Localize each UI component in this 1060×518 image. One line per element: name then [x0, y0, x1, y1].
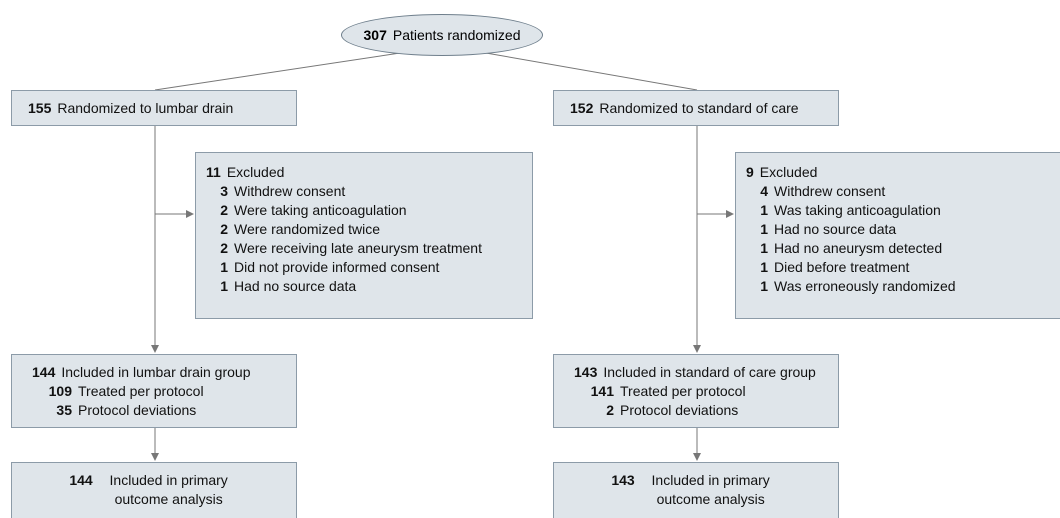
label: Treated per protocol — [620, 383, 746, 399]
row: 141 Treated per protocol — [564, 382, 838, 401]
row: 109 Treated per protocol — [22, 382, 296, 401]
count: 109 — [48, 383, 72, 399]
row: 11 Excluded — [206, 163, 532, 182]
count: 2 — [606, 402, 614, 418]
label: Were receiving late aneurysm treatment — [234, 240, 482, 256]
row: 35 Protocol deviations — [22, 401, 296, 420]
label: Excluded — [759, 164, 818, 180]
count: 1 — [760, 278, 768, 294]
label: Had no aneurysm detected — [774, 240, 943, 256]
label: Was taking anticoagulation — [774, 202, 941, 218]
row: 2 Protocol deviations — [564, 401, 838, 420]
label: Withdrew consent — [234, 183, 346, 199]
row: 155 Randomized to lumbar drain — [28, 99, 296, 118]
label: Randomized to standard of care — [599, 100, 799, 116]
allocation-box: 155 Randomized to lumbar drain — [11, 90, 297, 126]
label: Did not provide informed consent — [234, 259, 440, 275]
row: 143 Included in standard of care group — [574, 363, 838, 382]
connector — [154, 52, 401, 91]
count: 144 — [32, 364, 56, 380]
row: 1 Did not provide informed consent — [216, 258, 532, 277]
label: Included in standard of care group — [603, 364, 816, 380]
label: Patients randomized — [392, 27, 521, 43]
count: 2 — [220, 202, 228, 218]
count: 2 — [220, 221, 228, 237]
row: 1 Had no aneurysm detected — [756, 239, 1060, 258]
label: Protocol deviations — [620, 402, 739, 418]
label: Had no source data — [234, 278, 357, 294]
label: Were taking anticoagulation — [234, 202, 407, 218]
label: Randomized to lumbar drain — [57, 100, 234, 116]
analysis-box: 143 Included in primary outcome analysis — [553, 462, 839, 518]
randomized-node: 307 Patients randomized — [341, 14, 543, 56]
label: Included in lumbar drain group — [61, 364, 251, 380]
count: 1 — [760, 202, 768, 218]
row: 1 Was erroneously randomized — [756, 277, 1060, 296]
row: 4 Withdrew consent — [756, 182, 1060, 201]
included-box: 143 Included in standard of care group 141… — [553, 354, 839, 428]
count: 3 — [220, 183, 228, 199]
row: 152 Randomized to standard of care — [570, 99, 838, 118]
label: Was erroneously randomized — [774, 278, 956, 294]
row: 3 Withdrew consent — [216, 182, 532, 201]
count: 9 — [746, 164, 754, 180]
count: 307 — [363, 27, 387, 43]
row: 9 Excluded — [746, 163, 1060, 182]
row: 1 Had no source data — [756, 220, 1060, 239]
count: 35 — [56, 402, 72, 418]
label: Were randomized twice — [234, 221, 381, 237]
count: 152 — [570, 100, 594, 116]
excluded-box: 9 Excluded 4 Withdrew consent 1 Was taking an… — [735, 152, 1060, 319]
row: 2 Were randomized twice — [216, 220, 532, 239]
row: 2 Were receiving late aneurysm treatment — [216, 239, 532, 258]
excluded-box: 11 Excluded 3 Withdrew consent 2 Were taking … — [195, 152, 533, 319]
row: 144 Included in primary outcome analysis — [12, 471, 296, 509]
row: 144 Included in lumbar drain group — [32, 363, 296, 382]
count: 11 — [206, 164, 221, 180]
count: 143 — [611, 472, 635, 488]
label: Included in primary outcome analysis — [651, 472, 770, 507]
count: 144 — [69, 472, 93, 488]
analysis-box: 144 Included in primary outcome analysis — [11, 462, 297, 518]
label: Included in primary outcome analysis — [109, 472, 228, 507]
count: 1 — [760, 221, 768, 237]
label: Protocol deviations — [78, 402, 197, 418]
label: Excluded — [226, 164, 285, 180]
count: 143 — [574, 364, 598, 380]
count: 4 — [760, 183, 768, 199]
row: 1 Had no source data — [216, 277, 532, 296]
label: Treated per protocol — [78, 383, 204, 399]
row: 2 Were taking anticoagulation — [216, 201, 532, 220]
label: Died before treatment — [774, 259, 910, 275]
row: 1 Was taking anticoagulation — [756, 201, 1060, 220]
count: 1 — [220, 259, 228, 275]
count: 1 — [760, 259, 768, 275]
count: 2 — [220, 240, 228, 256]
included-box: 144 Included in lumbar drain group 109 Trea… — [11, 354, 297, 428]
count: 1 — [760, 240, 768, 256]
allocation-box: 152 Randomized to standard of care — [553, 90, 839, 126]
label: Withdrew consent — [774, 183, 886, 199]
count: 155 — [28, 100, 52, 116]
row: 143 Included in primary outcome analysis — [554, 471, 838, 509]
count: 1 — [220, 278, 228, 294]
row: 1 Died before treatment — [756, 258, 1060, 277]
connector — [485, 52, 698, 91]
label: Had no source data — [774, 221, 897, 237]
count: 141 — [590, 383, 614, 399]
